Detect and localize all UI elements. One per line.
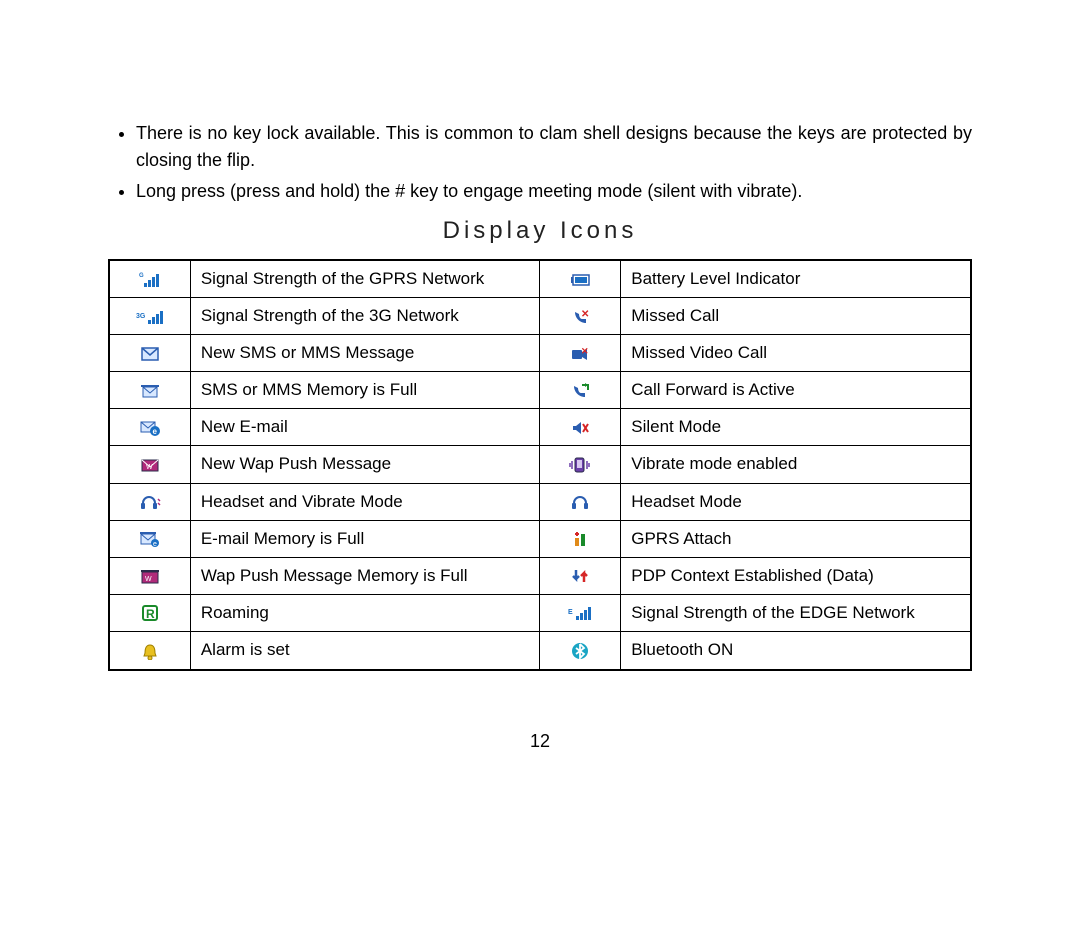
icon-description: Signal Strength of the EDGE Network bbox=[621, 594, 971, 632]
table-row: R Roaming E Signal Strength of the EDGE Net… bbox=[109, 594, 971, 632]
icon-description: SMS or MMS Memory is Full bbox=[190, 372, 540, 409]
svg-text:R: R bbox=[146, 607, 155, 621]
table-row: e E-mail Memory is Full GPRS Attach bbox=[109, 520, 971, 557]
icon-description: Signal Strength of the 3G Network bbox=[190, 298, 540, 335]
roaming-icon: R bbox=[109, 594, 190, 632]
table-row: W Wap Push Message Memory is Full PDP Cont… bbox=[109, 557, 971, 594]
icon-description: Headset and Vibrate Mode bbox=[190, 483, 540, 520]
icon-description: Vibrate mode enabled bbox=[621, 446, 971, 484]
table-row: New SMS or MMS Message ✕ Missed Video Call bbox=[109, 335, 971, 372]
bullet-list: There is no key lock available. This is … bbox=[108, 120, 972, 205]
pdp-context-icon bbox=[540, 557, 621, 594]
new-email-icon: e bbox=[109, 409, 190, 446]
icon-description: New Wap Push Message bbox=[190, 446, 540, 484]
icon-description: New E-mail bbox=[190, 409, 540, 446]
wap-push-icon: W bbox=[109, 446, 190, 484]
battery-icon bbox=[540, 260, 621, 298]
page-body: There is no key lock available. This is … bbox=[0, 0, 1080, 752]
icon-description: Silent Mode bbox=[621, 409, 971, 446]
svg-text:e: e bbox=[152, 427, 157, 436]
call-forward-icon bbox=[540, 372, 621, 409]
signal-gprs-icon: G bbox=[109, 260, 190, 298]
icon-description: Missed Call bbox=[621, 298, 971, 335]
svg-text:e: e bbox=[153, 541, 157, 548]
wap-full-icon: W bbox=[109, 557, 190, 594]
table-row: Headset and Vibrate Mode Headset Mode bbox=[109, 483, 971, 520]
table-row: W New Wap Push Message Vibrate mode enable… bbox=[109, 446, 971, 484]
svg-text:G: G bbox=[139, 273, 144, 279]
table-row: 3G Signal Strength of the 3G Network ✕ Miss… bbox=[109, 298, 971, 335]
email-full-icon: e bbox=[109, 520, 190, 557]
display-icons-table: G Signal Strength of the GPRS Network Batt… bbox=[108, 259, 972, 671]
bullet-item: Long press (press and hold) the # key to… bbox=[136, 178, 972, 205]
missed-call-icon: ✕ bbox=[540, 298, 621, 335]
icon-description: Bluetooth ON bbox=[621, 632, 971, 670]
svg-text:✕: ✕ bbox=[581, 309, 589, 320]
page-number: 12 bbox=[108, 731, 972, 752]
icon-description: Roaming bbox=[190, 594, 540, 632]
icon-description: GPRS Attach bbox=[621, 520, 971, 557]
silent-mode-icon bbox=[540, 409, 621, 446]
headset-icon bbox=[540, 483, 621, 520]
svg-text:3G: 3G bbox=[136, 313, 146, 320]
headset-vibrate-icon bbox=[109, 483, 190, 520]
icon-description: New SMS or MMS Message bbox=[190, 335, 540, 372]
vibrate-icon bbox=[540, 446, 621, 484]
icon-description: Battery Level Indicator bbox=[621, 260, 971, 298]
icon-description: Call Forward is Active bbox=[621, 372, 971, 409]
table-row: SMS or MMS Memory is Full Call Forward is… bbox=[109, 372, 971, 409]
svg-text:W: W bbox=[146, 464, 153, 471]
icon-description: E-mail Memory is Full bbox=[190, 520, 540, 557]
icon-description: Alarm is set bbox=[190, 632, 540, 670]
svg-text:✕: ✕ bbox=[581, 346, 589, 356]
icon-description: Wap Push Message Memory is Full bbox=[190, 557, 540, 594]
signal-3g-icon: 3G bbox=[109, 298, 190, 335]
alarm-icon bbox=[109, 632, 190, 670]
bullet-item: There is no key lock available. This is … bbox=[136, 120, 972, 174]
signal-edge-icon: E bbox=[540, 594, 621, 632]
icon-description: Headset Mode bbox=[621, 483, 971, 520]
icon-description: PDP Context Established (Data) bbox=[621, 557, 971, 594]
table-row: G Signal Strength of the GPRS Network Batt… bbox=[109, 260, 971, 298]
svg-text:E: E bbox=[568, 609, 573, 616]
section-title: Display Icons bbox=[108, 217, 972, 245]
gprs-attach-icon bbox=[540, 520, 621, 557]
new-sms-icon bbox=[109, 335, 190, 372]
table-row: Alarm is set Bluetooth ON bbox=[109, 632, 971, 670]
svg-text:W: W bbox=[145, 576, 152, 583]
bluetooth-icon bbox=[540, 632, 621, 670]
table-row: e New E-mail Silent Mode bbox=[109, 409, 971, 446]
sms-full-icon bbox=[109, 372, 190, 409]
icon-description: Signal Strength of the GPRS Network bbox=[190, 260, 540, 298]
missed-video-icon: ✕ bbox=[540, 335, 621, 372]
icon-description: Missed Video Call bbox=[621, 335, 971, 372]
